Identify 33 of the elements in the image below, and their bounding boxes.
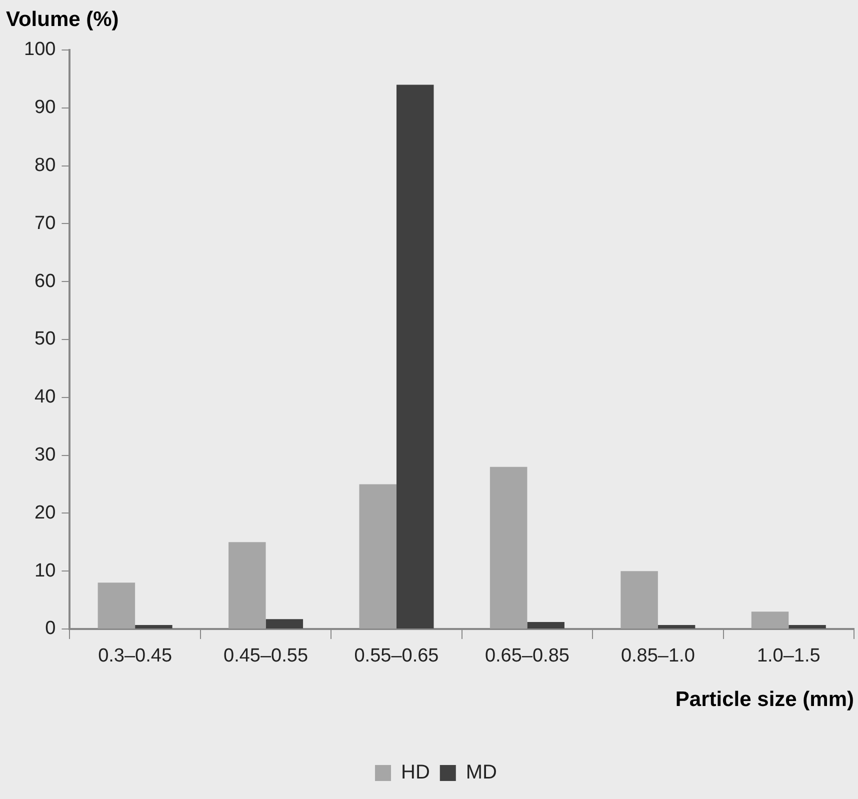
y-tick-label: 80 (34, 155, 56, 176)
bar (98, 582, 136, 628)
y-tick-label: 60 (34, 270, 56, 292)
x-axis-title: Particle size (mm) (675, 688, 854, 712)
bar (228, 542, 266, 628)
bar (266, 619, 304, 628)
bar (396, 84, 434, 628)
bar (527, 622, 564, 628)
y-tick-label: 30 (34, 444, 56, 466)
x-tick-label: 0.85–1.0 (620, 646, 695, 667)
y-tick-label: 0 (45, 618, 56, 640)
bar (359, 484, 396, 628)
y-tick-label: 40 (34, 386, 56, 408)
bar (658, 624, 696, 628)
x-tick-label: 1.0–1.5 (756, 646, 820, 667)
x-tick-label: 0.65–0.85 (484, 646, 570, 667)
bar (490, 466, 528, 628)
y-tick-label: 50 (34, 328, 56, 350)
legend-label: HD (401, 762, 430, 784)
bar (751, 612, 789, 628)
y-axis-title: Volume (%) (6, 8, 119, 31)
y-tick-label: 90 (34, 97, 56, 118)
y-tick-label: 100 (24, 39, 56, 60)
y-tick-label: 70 (34, 212, 56, 234)
legend-label: MD (466, 762, 497, 784)
bar (135, 624, 172, 628)
x-tick-label: 0.45–0.55 (224, 646, 308, 667)
bar (620, 571, 658, 628)
bar (788, 624, 826, 628)
x-tick-label: 0.3–0.45 (98, 646, 172, 667)
y-tick-label: 20 (34, 502, 56, 524)
y-tick-label: 10 (34, 560, 56, 582)
x-tick-label: 0.55–0.65 (354, 646, 439, 667)
